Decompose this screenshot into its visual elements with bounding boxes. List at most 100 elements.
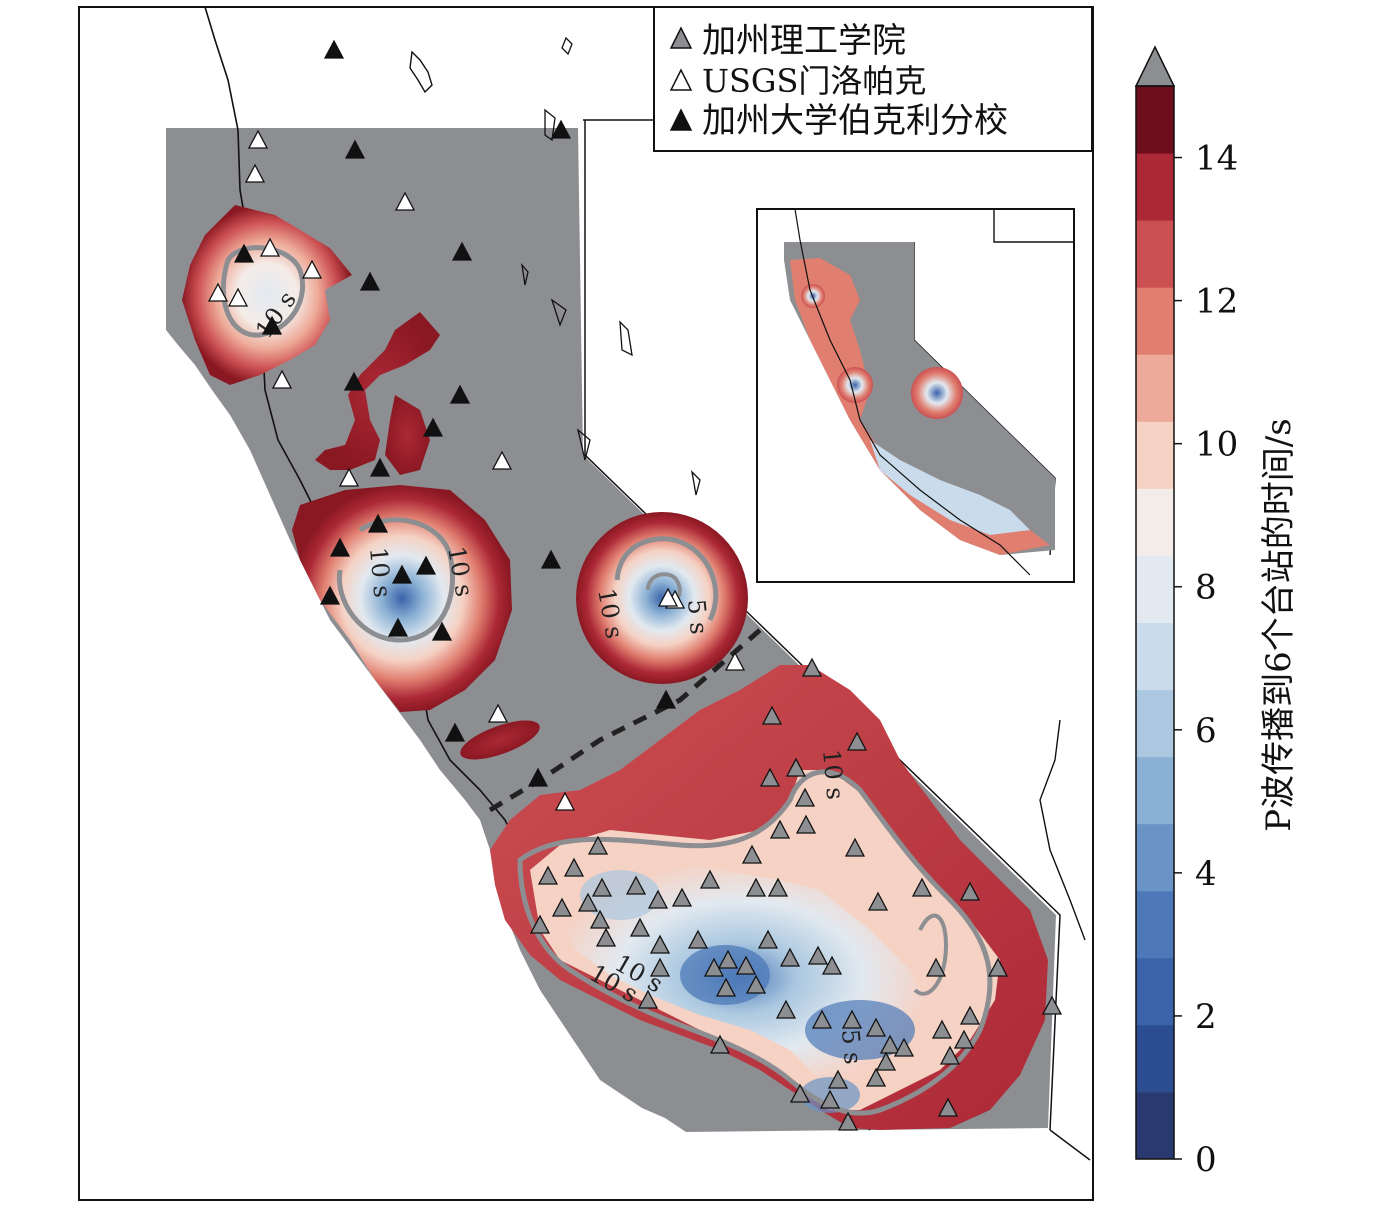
station-gray-triangle-icon xyxy=(591,877,613,897)
station-gray-triangle-icon xyxy=(911,877,933,897)
contour-snake xyxy=(315,312,440,470)
station-black-triangle-icon xyxy=(369,457,391,477)
station-gray-triangle-icon xyxy=(551,897,573,917)
station-gray-triangle-icon xyxy=(775,999,797,1019)
station-gray-triangle-icon xyxy=(745,974,767,994)
station-gray-triangle-icon xyxy=(745,877,767,897)
station-gray-triangle-icon xyxy=(759,767,781,787)
legend-black-triangle-icon xyxy=(669,108,693,131)
station-gray-triangle-icon xyxy=(577,892,599,912)
station-black-triangle-icon xyxy=(319,585,341,605)
station-gray-triangle-icon xyxy=(959,881,981,901)
station-black-triangle-icon xyxy=(527,767,549,787)
station-gray-triangle-icon xyxy=(801,657,823,677)
colorbar-tick-label: 10 xyxy=(1195,425,1238,465)
station-black-triangle-icon xyxy=(344,139,366,159)
station-gray-triangle-icon xyxy=(939,1045,961,1065)
station-gray-triangle-icon xyxy=(925,957,947,977)
station-gray-triangle-icon xyxy=(703,957,725,977)
station-gray-triangle-icon xyxy=(767,877,789,897)
station-gray-triangle-icon xyxy=(879,1034,901,1054)
station-gray-triangle-icon xyxy=(937,1097,959,1117)
station-gray-triangle-icon xyxy=(587,835,609,855)
station-gray-triangle-icon xyxy=(893,1037,915,1057)
station-gray-triangle-icon xyxy=(1041,995,1063,1015)
station-black-triangle-icon xyxy=(359,271,381,291)
colorbar-band xyxy=(1136,957,1174,1026)
station-white-triangle-icon xyxy=(338,467,360,487)
station-black-triangle-icon xyxy=(449,384,471,404)
station-white-triangle-icon xyxy=(301,259,323,279)
colorbar-band xyxy=(1136,555,1174,623)
station-black-triangle-icon xyxy=(431,621,453,641)
colorbar-tick-label: 4 xyxy=(1195,854,1217,894)
station-gray-triangle-icon xyxy=(827,1069,849,1089)
colorbar-band xyxy=(1136,890,1174,959)
station-white-triangle-icon xyxy=(244,163,266,183)
station-black-triangle-icon xyxy=(233,243,255,263)
station-black-triangle-icon xyxy=(323,39,345,59)
station-gray-triangle-icon xyxy=(865,1017,887,1037)
station-white-triangle-icon xyxy=(554,791,576,811)
colorbar-band xyxy=(1136,823,1174,892)
colorbar-band xyxy=(1136,689,1174,758)
station-black-triangle-icon xyxy=(367,513,389,533)
station-black-triangle-icon xyxy=(451,241,473,261)
station-gray-triangle-icon xyxy=(589,909,611,929)
contour-label: 10 s xyxy=(817,748,849,801)
legend-label: USGS门洛帕克 xyxy=(702,62,926,100)
station-gray-triangle-icon xyxy=(795,814,817,834)
dashed-boundary xyxy=(488,628,762,813)
colorbar-band xyxy=(1136,287,1174,355)
station-gray-triangle-icon xyxy=(699,869,721,889)
station-gray-triangle-icon xyxy=(841,1009,863,1029)
station-gray-triangle-icon xyxy=(846,731,868,751)
contour-bay-area xyxy=(292,485,512,712)
colorbar-tick-label: 0 xyxy=(1195,1140,1217,1180)
station-white-triangle-icon xyxy=(491,450,513,470)
station-white-triangle-icon xyxy=(227,287,249,307)
station-gray-triangle-icon xyxy=(529,914,551,934)
colorbar-title: P波传播到6个台站的时间/s xyxy=(1259,418,1299,831)
station-gray-triangle-icon xyxy=(637,989,659,1009)
inset-map xyxy=(756,208,1075,583)
station-gray-triangle-icon xyxy=(671,887,693,907)
station-gray-triangle-icon xyxy=(785,757,807,777)
colorbar: 0 2 4 6 8 10 12 14 P波传播到6个台站的时间/s xyxy=(1134,45,1299,1180)
station-white-triangle-icon xyxy=(207,282,229,302)
station-gray-triangle-icon xyxy=(811,1009,833,1029)
legend-label: 加州理工学院 xyxy=(702,21,906,61)
contour-nw xyxy=(182,205,352,385)
contour-label: 5 s xyxy=(682,598,713,636)
station-gray-triangle-icon xyxy=(761,705,783,725)
station-gray-triangle-icon xyxy=(595,927,617,947)
station-gray-triangle-icon xyxy=(837,1111,859,1131)
colorbar-band xyxy=(1136,1024,1174,1093)
station-gray-triangle-icon xyxy=(844,837,866,857)
station-gray-triangle-icon xyxy=(865,1067,887,1087)
colorbar-band xyxy=(1136,354,1174,422)
legend-white-triangle-icon xyxy=(669,68,693,91)
colorbar-band xyxy=(1136,153,1174,221)
colorbar-tick-label: 6 xyxy=(1195,711,1217,751)
legend: 加州理工学院 USGS门洛帕克 加州大学伯克利分校 xyxy=(653,6,1093,152)
station-gray-triangle-icon xyxy=(789,1083,811,1103)
station-gray-triangle-icon xyxy=(769,819,791,839)
contour-label: 5 s xyxy=(836,1028,867,1066)
station-gray-triangle-icon xyxy=(649,957,671,977)
station-gray-triangle-icon xyxy=(717,949,739,969)
station-gray-triangle-icon xyxy=(687,929,709,949)
legend-gray-triangle-icon xyxy=(669,26,693,49)
station-black-triangle-icon xyxy=(444,722,466,742)
station-black-triangle-icon xyxy=(422,417,444,437)
station-gray-triangle-icon xyxy=(537,865,559,885)
station-gray-triangle-icon xyxy=(821,955,843,975)
station-gray-triangle-icon xyxy=(875,1051,897,1071)
station-gray-triangle-icon xyxy=(931,1019,953,1039)
station-white-triangle-icon xyxy=(487,703,509,723)
station-black-triangle-icon xyxy=(655,689,677,709)
colorbar-tick-label: 8 xyxy=(1195,568,1217,608)
station-gray-triangle-icon xyxy=(779,947,801,967)
station-gray-triangle-icon xyxy=(735,955,757,975)
